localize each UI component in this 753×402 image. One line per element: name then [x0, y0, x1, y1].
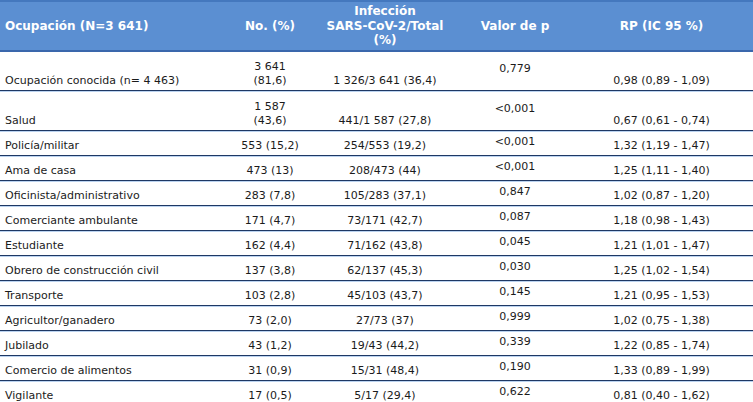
cell-no-pct: 17 (0,5)	[230, 381, 310, 402]
cell-ocupacion: Transporte	[0, 281, 230, 306]
cell-rp-ic: 1,33 (0,89 - 1,99)	[570, 356, 753, 381]
cell-ocupacion: Ocupación conocida (n= 4 463)	[0, 52, 230, 91]
table-row: Comerciante ambulante 171 (4,7) 73/171 (…	[0, 206, 753, 231]
cell-no-pct: 162 (4,4)	[230, 231, 310, 256]
cell-infeccion: 1 326/3 641 (36,4)	[310, 52, 460, 91]
cell-rp-ic: 1,02 (0,87 - 1,20)	[570, 181, 753, 206]
cell-ocupacion: Salud	[0, 91, 230, 131]
cell-valor-p: <0,001	[460, 131, 570, 156]
col-header-valor-p: Valor de p	[460, 0, 570, 52]
col-header-rp-ic: RP (IC 95 %)	[570, 0, 753, 52]
cell-infeccion: 254/553 (19,2)	[310, 131, 460, 156]
cell-infeccion: 62/137 (45,3)	[310, 256, 460, 281]
table-body: Ocupación conocida (n= 4 463) 3 641 (81,…	[0, 52, 753, 402]
cell-ocupacion: Ama de casa	[0, 156, 230, 181]
table-row: Agricultor/ganadero 73 (2,0) 27/73 (37) …	[0, 306, 753, 331]
cell-no-pct: 3 641 (81,6)	[230, 52, 310, 91]
cell-valor-p: 0,045	[460, 231, 570, 256]
header-row: Ocupación (N=3 641) No. (%) Infección SA…	[0, 0, 753, 52]
cell-no-pct: 171 (4,7)	[230, 206, 310, 231]
cell-rp-ic: 1,25 (1,02 - 1,54)	[570, 256, 753, 281]
cell-rp-ic: 1,21 (0,95 - 1,53)	[570, 281, 753, 306]
cell-rp-ic: 1,18 (0,98 - 1,43)	[570, 206, 753, 231]
cell-rp-ic: 0,98 (0,89 - 1,09)	[570, 52, 753, 91]
table-row: Oficinista/administrativo 283 (7,8) 105/…	[0, 181, 753, 206]
cell-ocupacion: Obrero de construcción civil	[0, 256, 230, 281]
cell-valor-p: 0,339	[460, 331, 570, 356]
cell-no-pct: 73 (2,0)	[230, 306, 310, 331]
cell-valor-p: 0,145	[460, 281, 570, 306]
cell-ocupacion: Oficinista/administrativo	[0, 181, 230, 206]
cell-infeccion: 105/283 (37,1)	[310, 181, 460, 206]
table-row: Ama de casa 473 (13) 208/473 (44) <0,001…	[0, 156, 753, 181]
col-header-ocupacion: Ocupación (N=3 641)	[0, 0, 230, 52]
cell-rp-ic: 1,32 (1,19 - 1,47)	[570, 131, 753, 156]
table-row: Vigilante 17 (0,5) 5/17 (29,4) 0,622 0,8…	[0, 381, 753, 402]
cell-no-pct: 31 (0,9)	[230, 356, 310, 381]
cell-valor-p: <0,001	[460, 91, 570, 131]
cell-no-pct: 1 587 (43,6)	[230, 91, 310, 131]
cell-infeccion: 27/73 (37)	[310, 306, 460, 331]
cell-no-pct: 137 (3,8)	[230, 256, 310, 281]
cell-valor-p: <0,001	[460, 156, 570, 181]
cell-no-pct: 553 (15,2)	[230, 131, 310, 156]
cell-valor-p: 0,030	[460, 256, 570, 281]
cell-infeccion: 441/1 587 (27,8)	[310, 91, 460, 131]
occupation-infection-table: Ocupación (N=3 641) No. (%) Infección SA…	[0, 0, 753, 402]
cell-no-pct: 43 (1,2)	[230, 331, 310, 356]
cell-rp-ic: 1,21 (1,01 - 1,47)	[570, 231, 753, 256]
table-row: Policía/militar 553 (15,2) 254/553 (19,2…	[0, 131, 753, 156]
table-row: Ocupación conocida (n= 4 463) 3 641 (81,…	[0, 52, 753, 91]
cell-infeccion: 208/473 (44)	[310, 156, 460, 181]
cell-infeccion: 19/43 (44,2)	[310, 331, 460, 356]
table-row: Transporte 103 (2,8) 45/103 (43,7) 0,145…	[0, 281, 753, 306]
cell-infeccion: 73/171 (42,7)	[310, 206, 460, 231]
cell-ocupacion: Jubilado	[0, 331, 230, 356]
col-header-no-pct: No. (%)	[230, 0, 310, 52]
cell-ocupacion: Policía/militar	[0, 131, 230, 156]
cell-valor-p: 0,779	[460, 52, 570, 91]
table-row: Salud 1 587 (43,6) 441/1 587 (27,8) <0,0…	[0, 91, 753, 131]
cell-infeccion: 15/31 (48,4)	[310, 356, 460, 381]
table-row: Comercio de alimentos 31 (0,9) 15/31 (48…	[0, 356, 753, 381]
cell-ocupacion: Vigilante	[0, 381, 230, 402]
occupation-table-container: Ocupación (N=3 641) No. (%) Infección SA…	[0, 0, 753, 402]
cell-ocupacion: Agricultor/ganadero	[0, 306, 230, 331]
cell-infeccion: 45/103 (43,7)	[310, 281, 460, 306]
col-header-infeccion: Infección SARS-CoV-2/Total (%)	[310, 0, 460, 52]
cell-valor-p: 0,190	[460, 356, 570, 381]
table-header: Ocupación (N=3 641) No. (%) Infección SA…	[0, 0, 753, 52]
cell-infeccion: 71/162 (43,8)	[310, 231, 460, 256]
cell-valor-p: 0,622	[460, 381, 570, 402]
cell-rp-ic: 0,67 (0,61 - 0,74)	[570, 91, 753, 131]
table-row: Jubilado 43 (1,2) 19/43 (44,2) 0,339 1,2…	[0, 331, 753, 356]
table-row: Estudiante 162 (4,4) 71/162 (43,8) 0,045…	[0, 231, 753, 256]
cell-ocupacion: Comerciante ambulante	[0, 206, 230, 231]
cell-ocupacion: Comercio de alimentos	[0, 356, 230, 381]
cell-rp-ic: 0,81 (0,40 - 1,62)	[570, 381, 753, 402]
cell-no-pct: 473 (13)	[230, 156, 310, 181]
cell-no-pct: 103 (2,8)	[230, 281, 310, 306]
cell-rp-ic: 1,25 (1,11 - 1,40)	[570, 156, 753, 181]
table-row: Obrero de construcción civil 137 (3,8) 6…	[0, 256, 753, 281]
cell-rp-ic: 1,22 (0,85 - 1,74)	[570, 331, 753, 356]
cell-valor-p: 0,087	[460, 206, 570, 231]
cell-ocupacion: Estudiante	[0, 231, 230, 256]
cell-valor-p: 0,999	[460, 306, 570, 331]
cell-no-pct: 283 (7,8)	[230, 181, 310, 206]
cell-infeccion: 5/17 (29,4)	[310, 381, 460, 402]
cell-rp-ic: 1,02 (0,75 - 1,38)	[570, 306, 753, 331]
cell-valor-p: 0,847	[460, 181, 570, 206]
